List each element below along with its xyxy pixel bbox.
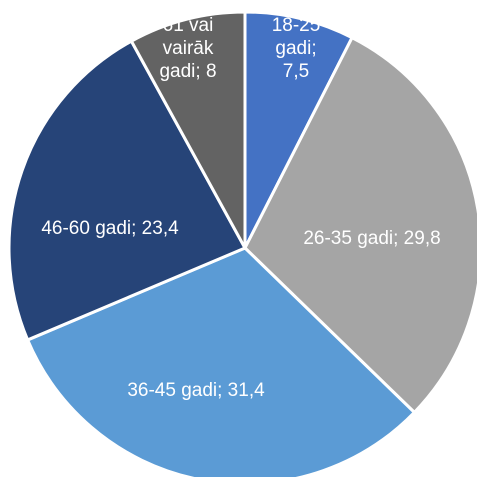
slice-label-line: 46-60 gadi; 23,4 — [41, 218, 179, 239]
slice-label-line: 61 vai — [163, 15, 214, 36]
slice-label-0: 18-25 gadi; 7,5 — [272, 15, 321, 82]
slice-label-line: gadi; 8 — [159, 61, 216, 82]
slice-label-4: 61 vai vairāk gadi; 8 — [159, 15, 216, 82]
slice-label-line: 36-45 gadi; 31,4 — [127, 380, 265, 401]
slices-layer — [7, 10, 477, 477]
slice-label-line: 26-35 gadi; 29,8 — [303, 228, 440, 249]
pie-slice-0 — [243, 10, 354, 250]
pie-slice-1 — [243, 36, 477, 414]
slice-label-1: 26-35 gadi; 29,8 — [303, 228, 440, 249]
slice-label-line: vairāk — [163, 38, 214, 59]
pie-slice-4 — [129, 10, 247, 250]
slice-label-3: 46-60 gadi; 23,4 — [41, 218, 179, 239]
slice-label-2: 36-45 gadi; 31,4 — [127, 380, 265, 401]
slice-label-line: 18-25 — [272, 15, 321, 36]
pie-slice-3 — [7, 39, 247, 342]
slice-label-line: gadi; — [275, 38, 316, 59]
labels-layer: 18-25 gadi; 7,5 26-35 gadi; 29,8 36-45 gadi;… — [41, 15, 440, 401]
pie-slice-2 — [26, 246, 416, 477]
slice-label-line: 7,5 — [283, 61, 309, 82]
